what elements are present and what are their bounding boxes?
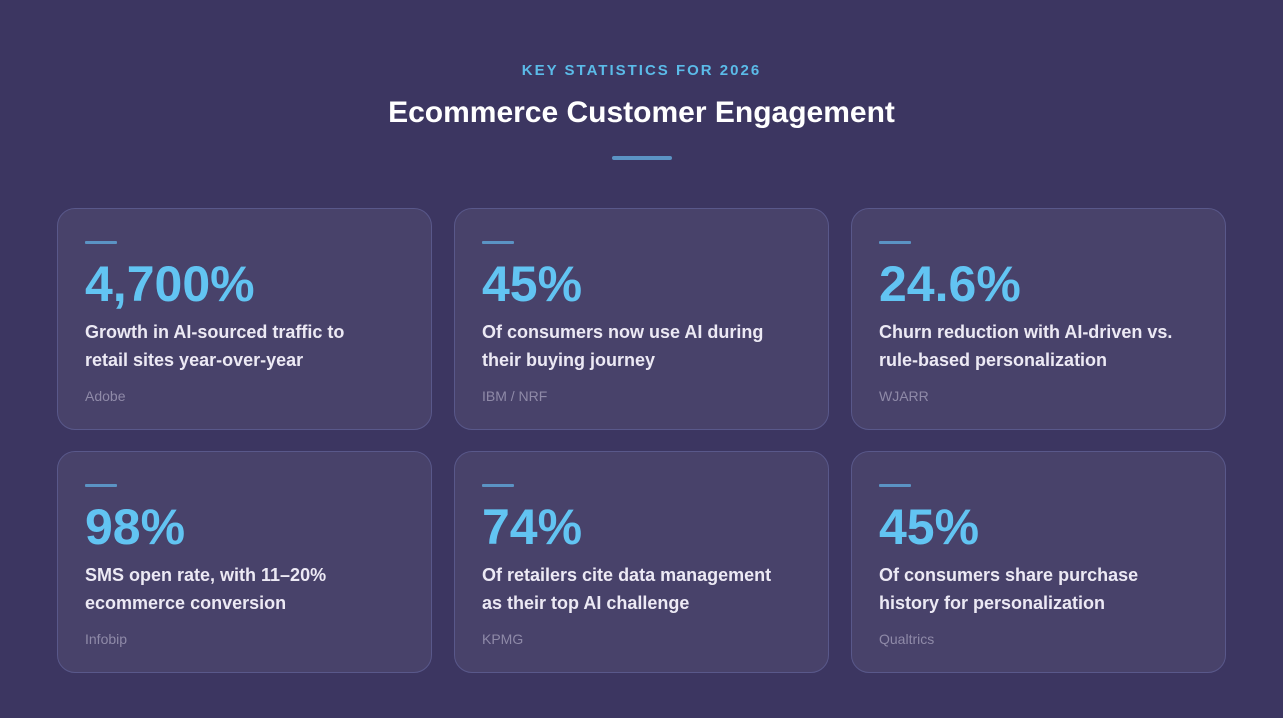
stat-card: 45% Of consumers now use AI during their b… [454,208,829,430]
stat-description: Growth in AI-sourced traffic to retail si… [85,318,404,374]
description-line: history for personalization [879,593,1106,613]
stat-value: 24.6% [879,256,1021,312]
description-line: as their top AI challenge [482,593,690,613]
description-line: Of consumers now use AI during [482,322,764,342]
description-line: Of retailers cite data management [482,565,772,585]
stat-source: Qualtrics [879,631,935,647]
description-line: rule-based personalization [879,350,1108,370]
section-eyebrow: KEY STATISTICS FOR 2026 [521,62,762,79]
stat-description: Of retailers cite data management as thei… [482,561,801,617]
description-line: Churn reduction with AI-driven vs. [879,322,1173,342]
stat-description: Of consumers now use AI during their buyi… [482,318,801,374]
stats-grid: 4,700% Growth in AI-sourced traffic to ret… [57,208,1226,673]
stat-source: IBM / NRF [482,388,548,404]
description-line: their buying journey [482,350,656,370]
card-accent-line [879,241,911,244]
page-title: Ecommerce Customer Engagement [388,96,895,129]
stat-source: WJARR [879,388,929,404]
stat-value: 98% [85,499,186,555]
card-accent-line [85,484,117,487]
stat-value: 74% [482,499,583,555]
stat-value: 45% [879,499,980,555]
stat-value: 4,700% [85,256,255,312]
card-accent-line [482,241,514,244]
card-accent-line [482,484,514,487]
stat-card: 98% SMS open rate, with 11–20% ecommerce c… [57,451,432,673]
stat-description: Of consumers share purchase history for p… [879,561,1198,617]
stat-card: 45% Of consumers share purchase history fo… [851,451,1226,673]
description-line: Of consumers share purchase [879,565,1139,585]
stat-source: KPMG [482,631,524,647]
stat-value: 45% [482,256,583,312]
description-line: SMS open rate, with 11–20% [85,565,327,585]
stat-source: Adobe [85,388,126,404]
card-accent-line [85,241,117,244]
stat-description: Churn reduction with AI-driven vs. rule-b… [879,318,1198,374]
stat-card: 74% Of retailers cite data management as t… [454,451,829,673]
description-line: Growth in AI-sourced traffic to [85,322,345,342]
card-accent-line [879,484,911,487]
description-line: ecommerce conversion [85,593,287,613]
title-divider [612,156,672,160]
stat-card: 24.6% Churn reduction with AI-driven vs. r… [851,208,1226,430]
stat-source: Infobip [85,631,128,647]
description-line: retail sites year-over-year [85,350,304,370]
stat-card: 4,700% Growth in AI-sourced traffic to ret… [57,208,432,430]
stat-description: SMS open rate, with 11–20% ecommerce conv… [85,561,404,617]
